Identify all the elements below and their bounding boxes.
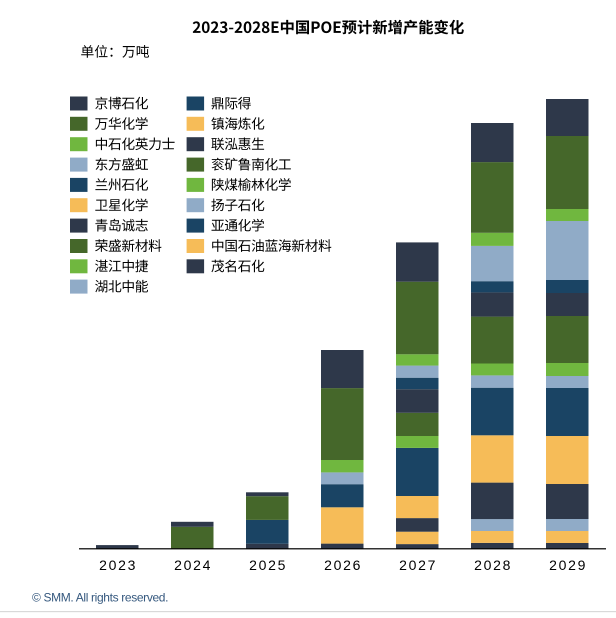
svg-text:2024: 2024 (174, 557, 212, 573)
svg-text:2027: 2027 (399, 557, 437, 573)
svg-text:2025: 2025 (249, 557, 287, 573)
svg-text:2023: 2023 (99, 557, 137, 573)
svg-text:© SMM. All rights reserved.: © SMM. All rights reserved. (32, 590, 168, 604)
svg-text:2026: 2026 (324, 557, 362, 573)
svg-text:2029: 2029 (549, 557, 587, 573)
svg-text:2028: 2028 (474, 557, 512, 573)
